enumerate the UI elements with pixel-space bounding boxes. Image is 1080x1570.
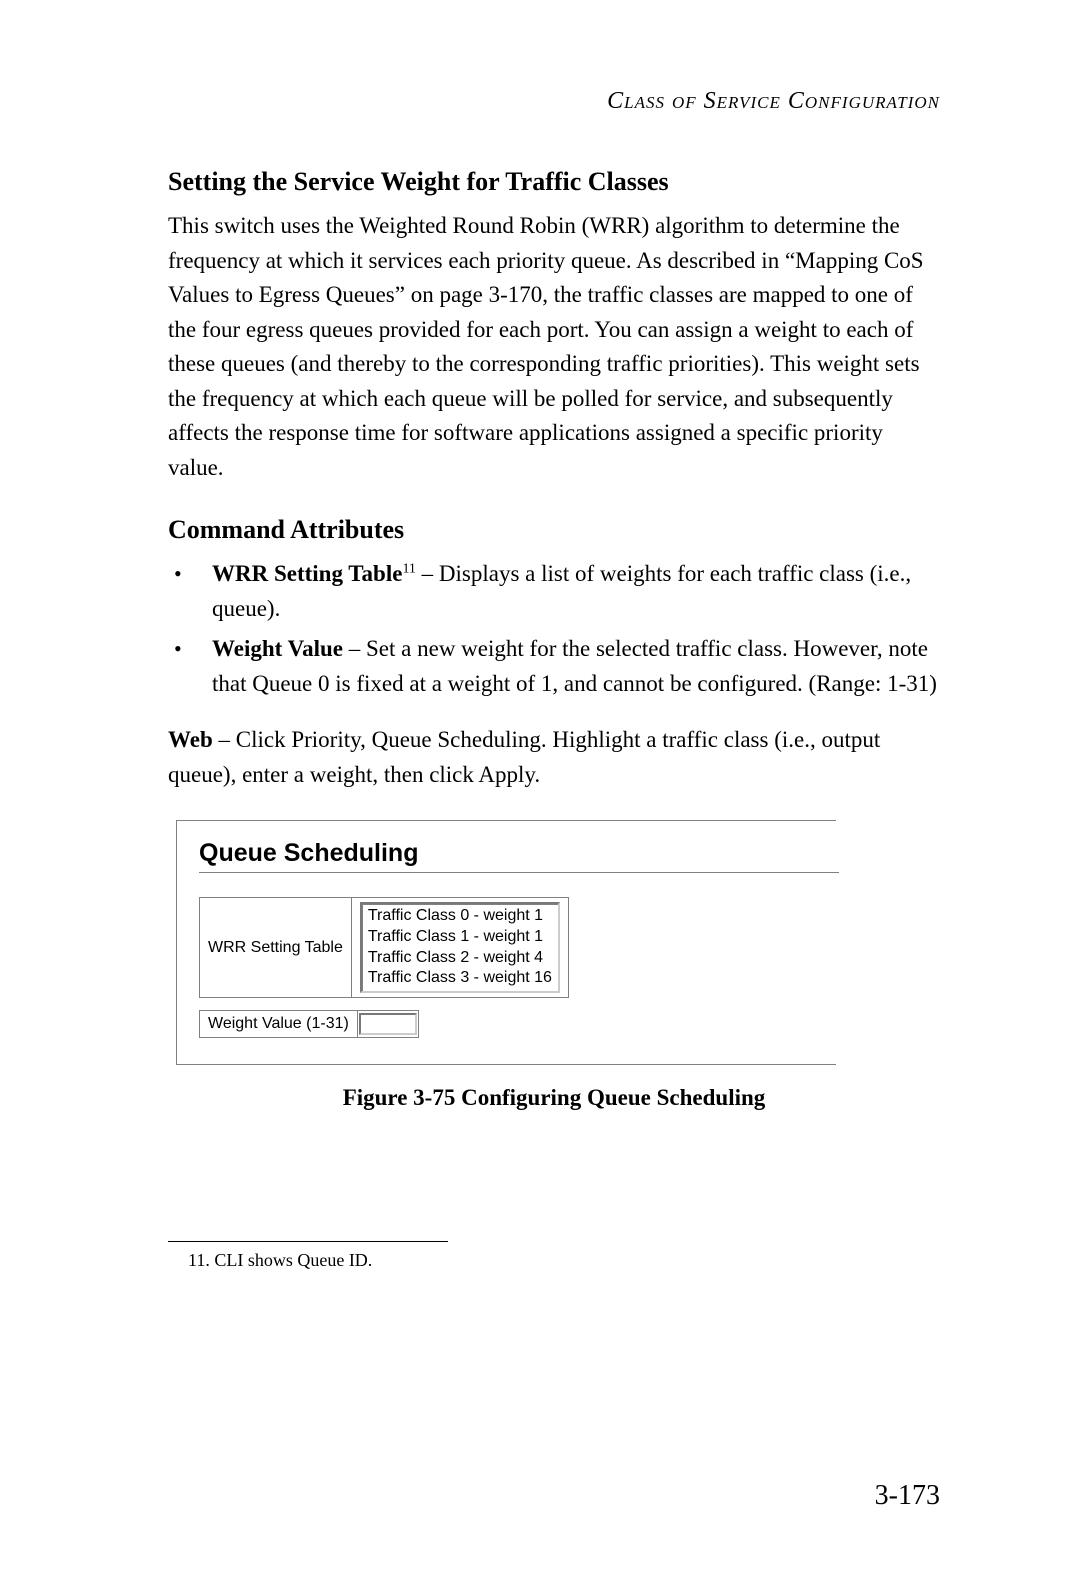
- attributes-heading: Command Attributes: [168, 515, 940, 545]
- attribute-item: WRR Setting Table11 – Displays a list of…: [198, 557, 940, 626]
- figure-screenshot: Queue Scheduling WRR Setting Table Traff…: [176, 820, 836, 1065]
- section-title: Setting the Service Weight for Traffic C…: [168, 167, 940, 197]
- figure-inner-title: Queue Scheduling: [199, 839, 816, 868]
- weight-input[interactable]: [359, 1013, 417, 1035]
- weight-table: Weight Value (1-31): [199, 1010, 419, 1038]
- footnote-text: 11. CLI shows Queue ID.: [188, 1250, 940, 1271]
- attributes-list: WRR Setting Table11 – Displays a list of…: [168, 557, 940, 701]
- attr-label: Weight Value: [212, 636, 343, 661]
- figure-divider: [199, 872, 839, 873]
- wrr-setting-label: WRR Setting Table: [200, 898, 352, 998]
- wrr-option[interactable]: Traffic Class 2 - weight 4: [368, 948, 552, 969]
- weight-label: Weight Value (1-31): [200, 1011, 358, 1038]
- wrr-option[interactable]: Traffic Class 0 - weight 1: [368, 906, 552, 927]
- wrr-table: WRR Setting Table Traffic Class 0 - weig…: [199, 897, 569, 998]
- figure-caption: Figure 3-75 Configuring Queue Scheduling: [168, 1085, 940, 1111]
- web-text: – Click Priority, Queue Scheduling. High…: [168, 727, 880, 787]
- footnote-rule: [168, 1241, 448, 1242]
- wrr-option[interactable]: Traffic Class 1 - weight 1: [368, 927, 552, 948]
- wrr-listbox[interactable]: Traffic Class 0 - weight 1 Traffic Class…: [360, 902, 560, 993]
- attr-footnote-ref: 11: [402, 561, 415, 576]
- running-header: Class of Service Configuration: [168, 88, 940, 115]
- wrr-options-cell: Traffic Class 0 - weight 1 Traffic Class…: [351, 898, 568, 998]
- section-paragraph: This switch uses the Weighted Round Robi…: [168, 209, 940, 485]
- web-label: Web: [168, 727, 213, 752]
- attribute-item: Weight Value – Set a new weight for the …: [198, 632, 940, 701]
- weight-input-cell: [357, 1011, 418, 1038]
- page-number: 3-173: [875, 1480, 940, 1512]
- web-instructions: Web – Click Priority, Queue Scheduling. …: [168, 723, 940, 792]
- wrr-option[interactable]: Traffic Class 3 - weight 16: [368, 968, 552, 989]
- attr-label: WRR Setting Table: [212, 561, 402, 586]
